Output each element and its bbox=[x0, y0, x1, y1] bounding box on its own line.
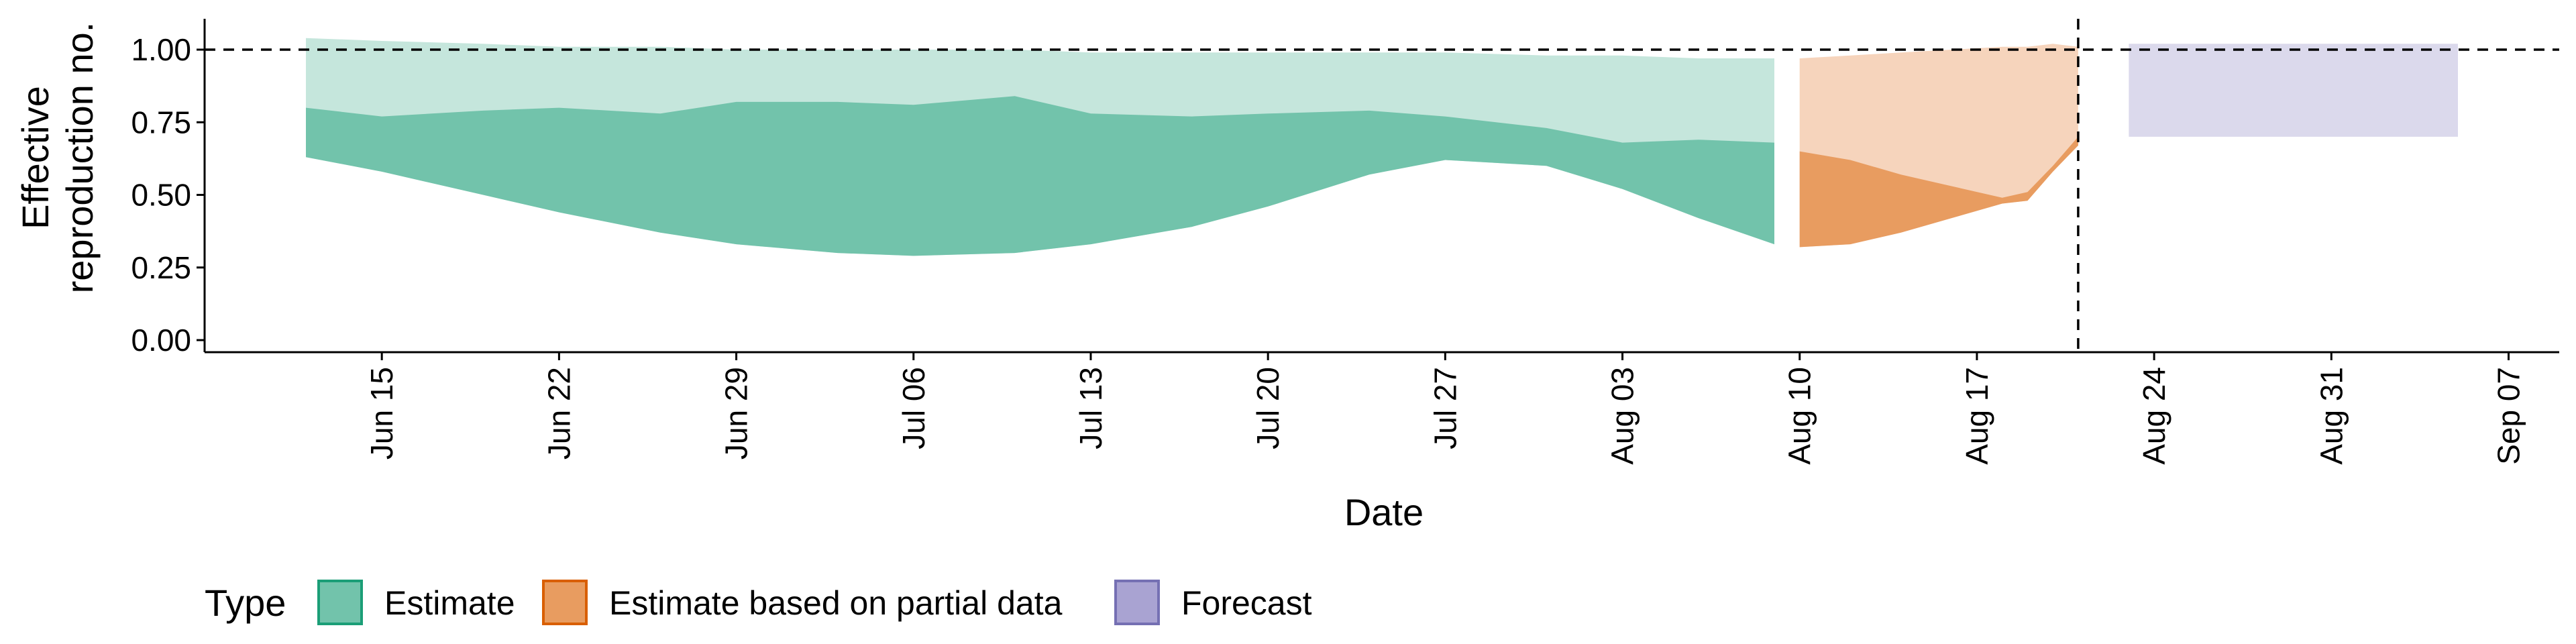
x-tick-label: Aug 17 bbox=[1960, 367, 1994, 465]
x-tick-label: Jul 13 bbox=[1073, 367, 1108, 449]
y-tick-label: 0.00 bbox=[131, 323, 191, 358]
x-tick-label: Jul 20 bbox=[1250, 367, 1285, 449]
legend-label-estimate: Estimate bbox=[384, 584, 515, 622]
legend-key-estimate-based-on-partial-data bbox=[542, 580, 588, 625]
reference-lines bbox=[205, 19, 2559, 352]
y-ticks: 0.00 0.25 0.50 0.75 1.00 bbox=[131, 32, 205, 358]
x-tick-label: Aug 24 bbox=[2137, 367, 2171, 465]
y-tick-label: 1.00 bbox=[131, 32, 191, 67]
x-tick-label: Aug 31 bbox=[2314, 367, 2349, 465]
legend-key-forecast bbox=[1114, 580, 1160, 625]
y-tick-label: 0.75 bbox=[131, 105, 191, 140]
legend: Type Estimate Estimate based on partial d… bbox=[205, 580, 1312, 625]
x-tick-label: Aug 10 bbox=[1782, 367, 1817, 465]
axes bbox=[203, 19, 2559, 354]
legend-key-estimate bbox=[317, 580, 363, 625]
forecast-outer-band bbox=[2129, 44, 2458, 137]
estimate-based-on-partial-data-inner-band bbox=[1799, 136, 2078, 248]
legend-title: Type bbox=[205, 582, 286, 624]
y-axis-label-line-1: Effective bbox=[14, 86, 56, 229]
legend-label-estimate-based-on-partial-data: Estimate based on partial data bbox=[609, 584, 1063, 622]
x-tick-label: Sep 07 bbox=[2491, 367, 2526, 465]
x-tick-label: Jun 22 bbox=[541, 367, 576, 460]
x-axis-label: Date bbox=[1344, 491, 1424, 533]
y-tick-label: 0.25 bbox=[131, 250, 191, 285]
plot-area bbox=[306, 38, 2458, 256]
estimate-inner-band bbox=[306, 96, 1774, 256]
x-ticks: Jun 15 Jun 22 Jun 29 Jul 06 Jul 13 Jul 20 Jul … bbox=[364, 352, 2526, 465]
x-tick-label: Jul 06 bbox=[896, 367, 931, 449]
x-tick-label: Aug 03 bbox=[1605, 367, 1640, 465]
legend-label-forecast: Forecast bbox=[1181, 584, 1312, 622]
x-tick-label: Jul 27 bbox=[1428, 367, 1462, 449]
y-tick-label: 0.50 bbox=[131, 178, 191, 213]
x-tick-label: Jun 15 bbox=[364, 367, 399, 460]
x-tick-label: Jun 29 bbox=[719, 367, 754, 460]
y-axis-label-line-2: reproduction no. bbox=[58, 22, 101, 294]
